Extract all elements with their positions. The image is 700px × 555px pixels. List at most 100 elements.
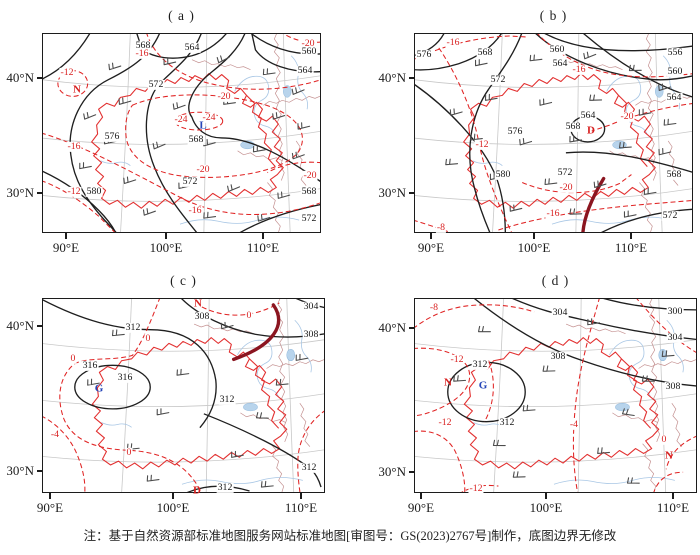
x-tick bbox=[65, 232, 67, 239]
wind-barb bbox=[123, 176, 137, 185]
height-contours bbox=[43, 34, 320, 232]
wind-barb bbox=[231, 450, 244, 458]
panel-d-title: ( d ) bbox=[541, 273, 570, 288]
wind-barb bbox=[529, 54, 543, 62]
panel-d: ( d ) -8 304 300 304 308 -12 312 3 bbox=[378, 273, 697, 515]
wind-barb bbox=[445, 158, 459, 166]
y-tick bbox=[37, 192, 43, 194]
x-tick-label: 110°E bbox=[246, 240, 280, 255]
wind-barb bbox=[544, 178, 558, 186]
y-tick bbox=[409, 327, 415, 329]
wind-barb bbox=[539, 98, 553, 106]
wind-barb bbox=[658, 83, 672, 91]
wind-barb bbox=[583, 51, 597, 60]
wind-barb bbox=[220, 321, 234, 330]
y-tick bbox=[409, 471, 415, 473]
wind-barb bbox=[484, 93, 498, 101]
wind-barb bbox=[512, 471, 526, 478]
wind-barb bbox=[252, 145, 266, 153]
wind-barb bbox=[589, 94, 603, 101]
y-tick bbox=[409, 77, 415, 79]
y-tick-label: 30°N bbox=[6, 185, 34, 200]
height-contours bbox=[43, 299, 324, 492]
wind-barb bbox=[643, 187, 657, 195]
wind-barbs bbox=[87, 321, 309, 488]
panel-b-title: ( b ) bbox=[539, 8, 568, 23]
x-tick-label: 110°E bbox=[656, 500, 690, 515]
wind-barbs bbox=[453, 318, 675, 484]
wind-barb bbox=[163, 58, 177, 66]
wind-barb bbox=[626, 477, 640, 484]
y-tick-label: 30°N bbox=[378, 185, 406, 200]
x-tick-label: 100°E bbox=[517, 240, 551, 255]
wind-barb bbox=[618, 141, 632, 149]
y-tick-label: 30°N bbox=[6, 463, 34, 478]
wind-barb bbox=[260, 480, 274, 488]
wind-barb bbox=[478, 325, 491, 333]
height-contours bbox=[415, 34, 692, 232]
x-tick-label: 90°E bbox=[52, 240, 80, 255]
y-tick-label: 40°N bbox=[378, 320, 406, 335]
y-tick-label: 40°N bbox=[6, 70, 34, 85]
panel-a-title: ( a ) bbox=[168, 8, 195, 23]
wind-barb bbox=[126, 443, 140, 450]
wind-barb bbox=[470, 133, 483, 141]
figure-note: 注：基于自然资源部标准地图服务网站标准地图[审图号：GS(2023)2767号]… bbox=[83, 529, 617, 543]
x-tick bbox=[49, 492, 51, 499]
wind-barb bbox=[587, 318, 600, 326]
y-tick bbox=[37, 470, 43, 472]
x-tick-label: 90°E bbox=[417, 240, 445, 255]
wind-barb bbox=[118, 97, 132, 105]
y-tick-label: 40°N bbox=[6, 318, 34, 333]
wind-barb bbox=[638, 108, 652, 116]
wind-barb bbox=[492, 439, 506, 447]
panel-c-title: ( c ) bbox=[170, 273, 197, 288]
x-tick bbox=[165, 232, 167, 239]
wind-barb bbox=[172, 102, 186, 110]
temperature-contours bbox=[415, 299, 696, 492]
wind-barb bbox=[542, 365, 556, 372]
panel-b: ( b ) bbox=[378, 8, 693, 255]
wind-barb bbox=[519, 137, 533, 146]
wind-barbs bbox=[445, 51, 677, 218]
y-tick bbox=[409, 192, 415, 194]
wind-barb bbox=[83, 111, 97, 120]
panel-d-map bbox=[415, 299, 696, 492]
y-tick-label: 40°N bbox=[378, 70, 406, 85]
x-tick bbox=[533, 232, 535, 239]
wind-barb bbox=[176, 368, 190, 376]
trough-line bbox=[231, 303, 281, 362]
trough-line bbox=[581, 176, 606, 232]
x-tick bbox=[262, 232, 264, 239]
wind-barb bbox=[509, 204, 523, 212]
wind-barb bbox=[275, 378, 289, 386]
wind-barb bbox=[628, 64, 642, 72]
wind-barb bbox=[178, 181, 192, 189]
x-tick bbox=[300, 492, 302, 499]
wind-barb bbox=[291, 151, 305, 160]
wind-barb bbox=[593, 180, 607, 188]
wind-barb bbox=[291, 87, 305, 95]
wind-barb bbox=[108, 62, 122, 71]
x-tick-label: 110°E bbox=[614, 240, 648, 255]
wind-barb bbox=[111, 329, 125, 337]
panel-a-map bbox=[43, 34, 320, 232]
x-tick-label: 90°E bbox=[407, 500, 435, 515]
wind-barb bbox=[146, 474, 160, 482]
wind-barb bbox=[297, 122, 311, 130]
wind-barb bbox=[621, 408, 635, 417]
x-tick bbox=[630, 232, 632, 239]
wind-barb bbox=[255, 412, 269, 419]
wind-barb bbox=[272, 112, 286, 120]
wind-barb bbox=[142, 208, 156, 216]
wind-barb bbox=[103, 137, 117, 145]
wind-barb bbox=[152, 141, 166, 150]
wind-barb bbox=[522, 404, 536, 412]
x-tick-label: 90°E bbox=[36, 500, 64, 515]
x-tick bbox=[672, 492, 674, 499]
wind-barb bbox=[569, 135, 583, 143]
x-tick bbox=[430, 232, 432, 239]
temperature-contours bbox=[43, 299, 324, 492]
x-tick-label: 100°E bbox=[529, 500, 563, 515]
wind-barb bbox=[474, 59, 488, 67]
